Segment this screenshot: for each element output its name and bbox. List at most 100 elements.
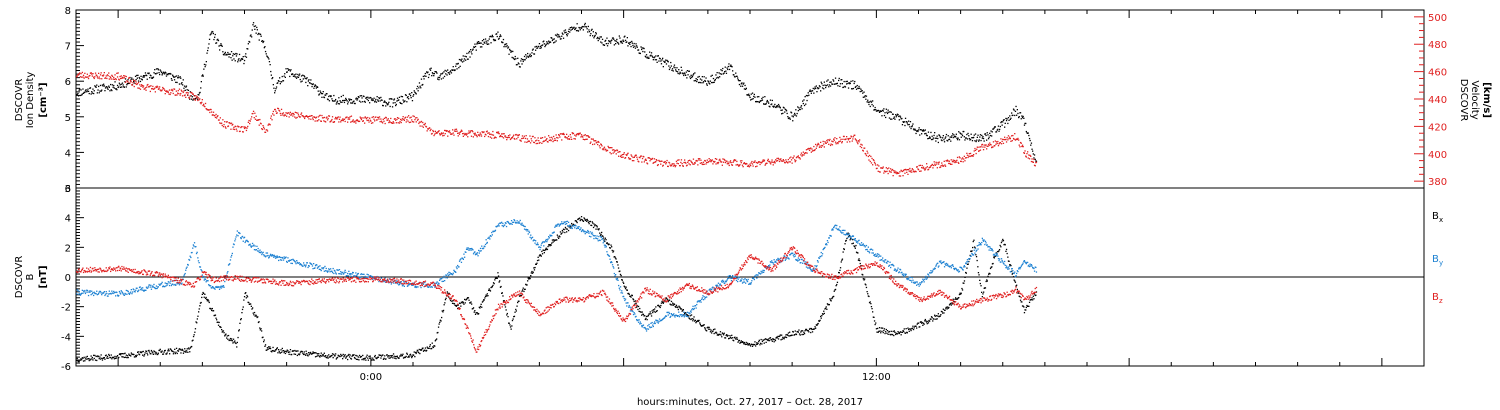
density-point	[207, 47, 209, 49]
by-point	[156, 287, 158, 290]
velocity-point	[697, 158, 700, 160]
velocity-point	[990, 144, 992, 146]
density-point	[872, 100, 874, 102]
bx-point	[379, 354, 381, 356]
velocity-point	[427, 128, 429, 130]
bx-point	[304, 353, 306, 355]
density-point	[424, 75, 426, 77]
density-point	[212, 31, 214, 33]
top-right-tick-label: 380	[1428, 177, 1447, 188]
velocity-point	[146, 86, 148, 88]
bx-point	[823, 310, 825, 312]
bx-point	[538, 255, 541, 257]
by-point	[82, 290, 85, 292]
velocity-point	[770, 161, 772, 163]
density-point	[191, 98, 193, 100]
velocity-point	[153, 88, 155, 90]
bx-point	[358, 359, 360, 361]
bx-point	[808, 331, 810, 333]
velocity-point	[656, 159, 658, 162]
density-point	[462, 55, 464, 57]
velocity-point	[525, 135, 527, 137]
density-point	[584, 24, 586, 26]
by-point	[150, 288, 153, 290]
bx-point	[599, 232, 601, 234]
density-point	[631, 40, 633, 43]
bx-point	[391, 356, 393, 358]
density-point	[440, 78, 443, 80]
density-point	[694, 80, 697, 82]
bx-point	[457, 304, 459, 306]
by-point	[128, 293, 131, 295]
density-point	[600, 36, 602, 38]
velocity-point	[513, 134, 515, 136]
bx-point	[196, 318, 198, 320]
density-point	[350, 102, 352, 104]
velocity-point	[987, 145, 989, 147]
velocity-point	[690, 160, 692, 162]
density-point	[599, 36, 601, 38]
velocity-point	[442, 132, 444, 134]
density-point	[315, 87, 317, 89]
density-point	[510, 51, 512, 53]
velocity-point	[869, 160, 871, 163]
bx-point	[229, 339, 231, 341]
bx-point	[871, 308, 873, 310]
density-point	[925, 134, 928, 136]
density-point	[413, 94, 415, 96]
velocity-point	[766, 162, 768, 164]
density-point	[854, 80, 856, 83]
bx-point	[885, 331, 887, 333]
bx-point	[281, 351, 283, 353]
velocity-point	[768, 160, 770, 163]
velocity-point	[242, 131, 244, 133]
velocity-point	[338, 121, 340, 123]
velocity-point	[115, 78, 117, 81]
density-point	[491, 34, 493, 36]
velocity-point	[592, 138, 594, 140]
bx-point	[697, 319, 699, 322]
density-point	[797, 106, 799, 108]
bx-point	[239, 322, 241, 324]
velocity-point	[261, 128, 264, 131]
velocity-point	[538, 140, 540, 142]
bx-point	[813, 328, 816, 330]
density-point	[220, 44, 223, 46]
density-point	[611, 39, 613, 41]
density-point	[271, 77, 273, 80]
density-point	[643, 47, 645, 50]
density-point	[507, 47, 509, 49]
velocity-point	[811, 150, 814, 152]
velocity-point	[882, 166, 884, 168]
density-point	[263, 47, 265, 49]
bx-point	[680, 308, 683, 310]
velocity-point	[471, 130, 473, 132]
velocity-point	[908, 168, 910, 171]
velocity-point	[870, 155, 872, 158]
velocity-point	[881, 167, 883, 169]
bx-point	[782, 337, 785, 339]
bottom-left-tick-label: 6	[65, 184, 71, 195]
velocity-point	[518, 134, 520, 136]
velocity-point	[292, 115, 294, 117]
bx-point	[629, 295, 632, 297]
density-point	[899, 115, 901, 117]
bx-point	[723, 332, 725, 334]
density-point	[227, 51, 229, 54]
bx-point	[912, 328, 915, 331]
density-point	[691, 76, 693, 78]
velocity-point	[960, 160, 962, 163]
bx-point	[1023, 312, 1026, 314]
density-point	[633, 42, 635, 45]
bx-point	[153, 350, 155, 352]
density-point	[706, 84, 708, 86]
density-point	[180, 77, 182, 79]
bx-point	[297, 350, 299, 352]
density-point	[492, 38, 495, 41]
velocity-point	[588, 136, 591, 138]
bx-point	[811, 331, 814, 333]
density-point	[299, 73, 301, 75]
velocity-point	[633, 160, 635, 162]
density-point	[124, 81, 126, 83]
bx-point	[922, 322, 925, 324]
